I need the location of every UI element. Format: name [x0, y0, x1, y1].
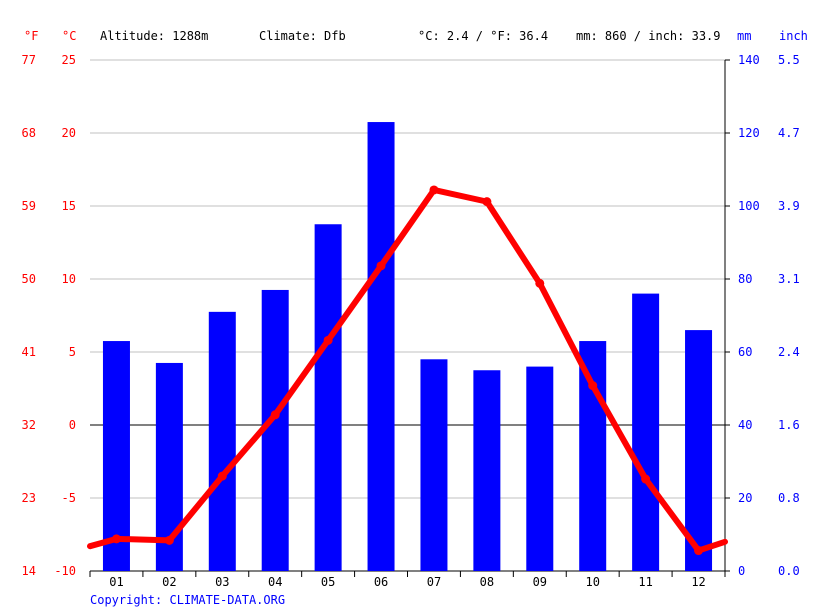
- month-tick-label: 02: [162, 575, 176, 589]
- temperature-point: [164, 535, 174, 545]
- precipitation-bar: [420, 359, 448, 571]
- celsius-tick-label: 15: [62, 199, 76, 213]
- month-tick-label: 12: [691, 575, 705, 589]
- mm-tick-label: 0: [738, 564, 745, 578]
- precipitation-bar: [314, 224, 342, 571]
- month-tick-label: 09: [533, 575, 547, 589]
- precipitation-bar: [526, 366, 554, 571]
- climate-label: Climate: Dfb: [259, 29, 346, 43]
- temperature-point: [535, 278, 545, 288]
- precipitation-bar: [579, 341, 607, 571]
- celsius-tick-label: 0: [69, 418, 76, 432]
- temperature-point: [323, 335, 333, 345]
- mm-tick-label: 60: [738, 345, 752, 359]
- inch-tick-label: 0.0: [778, 564, 800, 578]
- inch-tick-label: 2.4: [778, 345, 800, 359]
- celsius-tick-label: 10: [62, 272, 76, 286]
- month-tick-label: 06: [374, 575, 388, 589]
- unit-fahrenheit-label: °F: [24, 29, 38, 43]
- mm-tick-label: 100: [738, 199, 760, 213]
- celsius-tick-label: 25: [62, 53, 76, 67]
- altitude-label: Altitude: 1288m: [100, 29, 208, 43]
- month-tick-label: 10: [585, 575, 599, 589]
- copyright-link[interactable]: Copyright: CLIMATE-DATA.ORG: [90, 593, 285, 607]
- mm-tick-label: 80: [738, 272, 752, 286]
- celsius-tick-label: -5: [62, 491, 76, 505]
- temperature-point: [270, 410, 280, 420]
- fahrenheit-tick-label: 50: [22, 272, 36, 286]
- month-tick-label: 01: [109, 575, 123, 589]
- temperature-series-line: [87, 186, 728, 554]
- mm-tick-label: 40: [738, 418, 752, 432]
- celsius-tick-label: 20: [62, 126, 76, 140]
- precipitation-bar: [473, 370, 501, 571]
- month-tick-label: 03: [215, 575, 229, 589]
- temperature-point: [694, 546, 704, 556]
- axes: [89, 59, 730, 577]
- precipitation-bar: [367, 122, 395, 572]
- mm-tick-label: 140: [738, 53, 760, 67]
- temperature-point: [429, 185, 439, 195]
- month-tick-label: 05: [321, 575, 335, 589]
- inch-tick-label: 3.1: [778, 272, 800, 286]
- precipitation-bar: [102, 341, 130, 571]
- tick-labels: 77 25 140 5.568 20 120 4.759 15 100 3.950 10 80 3.14…: [22, 53, 800, 589]
- inch-tick-label: 0.8: [778, 491, 800, 505]
- precipitation-bar: [685, 330, 713, 571]
- annual-precipitation-label: mm: 860 / inch: 33.9: [576, 29, 721, 43]
- precipitation-bars: [102, 122, 713, 572]
- celsius-tick-label: -10: [54, 564, 76, 578]
- precipitation-bar: [261, 289, 289, 571]
- mm-tick-label: 20: [738, 491, 752, 505]
- temperature-point: [482, 197, 492, 207]
- month-tick-label: 07: [427, 575, 441, 589]
- average-temperature-label: °C: 2.4 / °F: 36.4: [418, 29, 548, 43]
- fahrenheit-tick-label: 32: [22, 418, 36, 432]
- month-tick-label: 04: [268, 575, 282, 589]
- unit-inch-label: inch: [779, 29, 808, 43]
- unit-mm-label: mm: [737, 29, 751, 43]
- precipitation-bar: [632, 293, 660, 571]
- fahrenheit-tick-label: 68: [22, 126, 36, 140]
- grid-lines: [90, 59, 725, 572]
- fahrenheit-tick-label: 41: [22, 345, 36, 359]
- temperature-line: [87, 185, 728, 556]
- fahrenheit-tick-label: 14: [22, 564, 36, 578]
- temperature-point: [641, 474, 651, 484]
- temperature-point: [111, 534, 121, 544]
- inch-tick-label: 1.6: [778, 418, 800, 432]
- precipitation-bar: [208, 311, 236, 571]
- mm-tick-label: 120: [738, 126, 760, 140]
- inch-tick-label: 5.5: [778, 53, 800, 67]
- fahrenheit-tick-label: 77: [22, 53, 36, 67]
- month-tick-label: 11: [638, 575, 652, 589]
- fahrenheit-tick-label: 59: [22, 199, 36, 213]
- temperature-point: [217, 471, 227, 481]
- celsius-tick-label: 5: [69, 345, 76, 359]
- inch-tick-label: 4.7: [778, 126, 800, 140]
- unit-celsius-label: °C: [62, 29, 76, 43]
- temperature-point: [588, 381, 598, 391]
- inch-tick-label: 3.9: [778, 199, 800, 213]
- fahrenheit-tick-label: 23: [22, 491, 36, 505]
- temperature-point: [376, 261, 386, 271]
- month-tick-label: 08: [480, 575, 494, 589]
